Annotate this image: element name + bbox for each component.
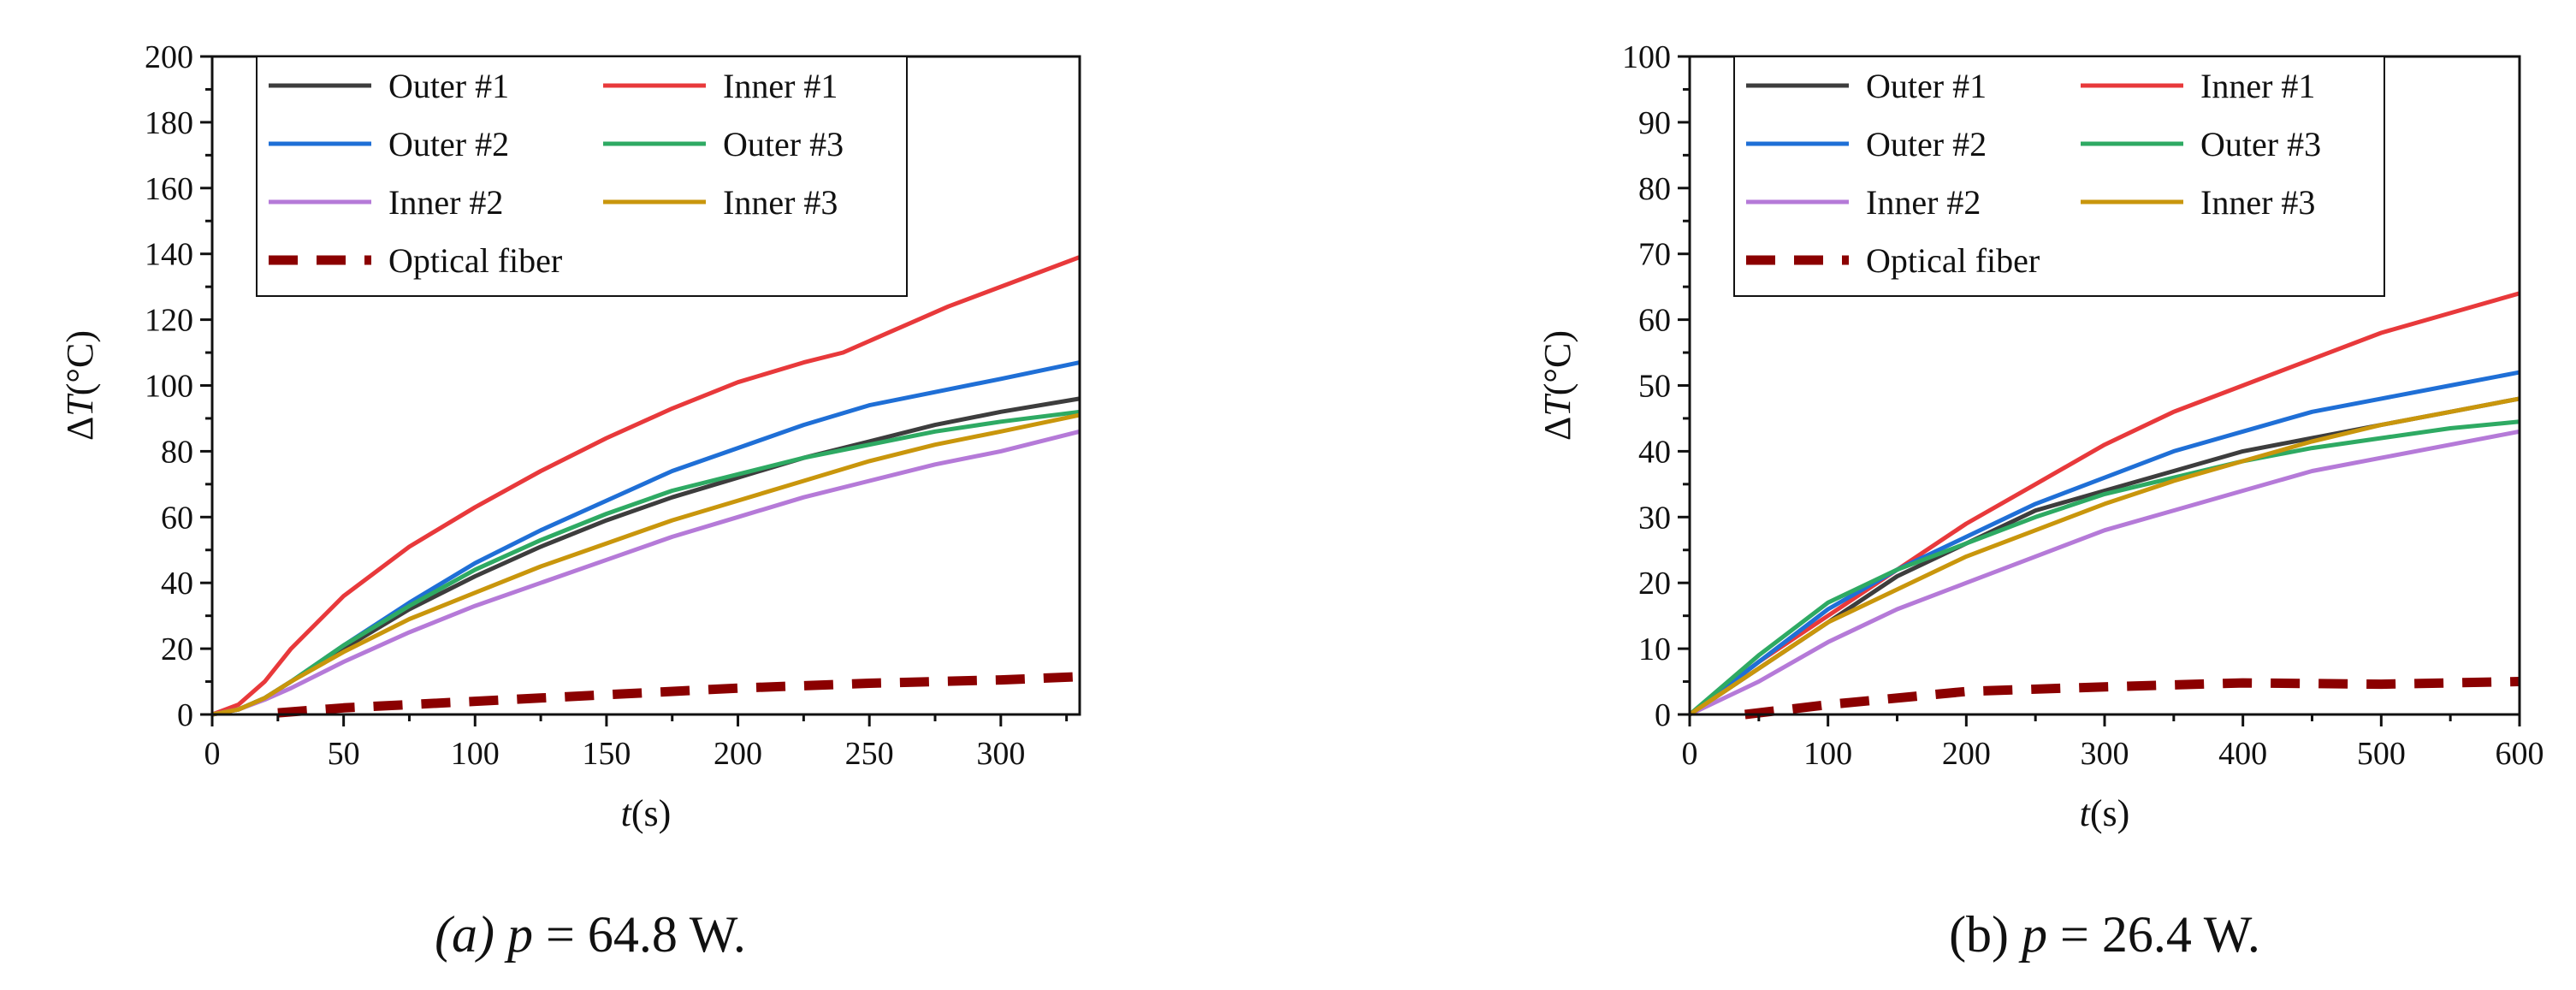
series-line-optical-fiber	[277, 672, 1081, 718]
series-group	[211, 255, 1081, 718]
x-tick-label: 0	[204, 736, 221, 772]
y-tick-label: 180	[145, 105, 193, 141]
y-axis-title-delta: Δ	[59, 417, 101, 441]
legend-box	[1733, 56, 2385, 297]
caption-variable: p	[2018, 906, 2047, 963]
chart-panel-b: 0 10 20 30 40 50 60 70 80 90 100 0 100 200 300 400 500 60…	[1537, 39, 2544, 963]
series-line-outer-1	[211, 396, 1081, 717]
caption-label: (a)	[435, 906, 507, 963]
legend-label: Outer #2	[388, 125, 509, 163]
x-axis-title-unit: (s)	[631, 792, 671, 834]
series-line-inner-2	[1688, 429, 2520, 717]
caption-equals: =	[2047, 906, 2102, 963]
caption-variable: p	[504, 906, 533, 963]
y-tick-label: 20	[1638, 566, 1671, 602]
legend: Outer #1 Outer #2 Inner #2 Optical fiber Inn…	[256, 56, 908, 297]
legend-label: Outer #2	[1866, 125, 1987, 163]
series-line-outer-2	[1688, 370, 2520, 716]
y-tick-label: 60	[1638, 303, 1671, 339]
y-tick-label: 70	[1638, 237, 1671, 273]
x-axis-title: t(s)	[621, 792, 672, 834]
y-axis-title-unit: (°C)	[1537, 330, 1578, 395]
caption-value: 26.4 W.	[2102, 906, 2260, 963]
x-tick-label: 100	[451, 736, 500, 772]
x-axis-title: t(s)	[2080, 792, 2130, 834]
x-axis-title-variable: t	[2080, 792, 2092, 834]
x-tick-label: 600	[2496, 736, 2544, 772]
y-tick-label: 160	[145, 171, 193, 207]
series-line-outer-3	[211, 409, 1081, 717]
x-tick-label: 250	[845, 736, 894, 772]
y-tick-label: 40	[161, 566, 193, 602]
y-tick-label: 20	[161, 631, 193, 667]
y-tick-label: 10	[1638, 631, 1671, 667]
figure-caption: (a) p = 64.8 W.	[435, 906, 746, 963]
y-axis-title: ΔT(°C)	[1537, 330, 1578, 441]
y-tick-label: 0	[177, 697, 193, 733]
y-tick-label: 200	[145, 39, 193, 75]
y-tick-label: 90	[1638, 105, 1671, 141]
x-tick-label: 500	[2357, 736, 2406, 772]
y-axis-title-delta: Δ	[1537, 417, 1578, 441]
x-tick-label: 0	[1682, 736, 1698, 772]
legend-label: Outer #3	[2200, 125, 2321, 163]
legend-label: Optical fiber	[388, 241, 562, 280]
x-tick-label: 150	[582, 736, 631, 772]
series-line-inner-3	[211, 412, 1081, 717]
legend: Outer #1 Outer #2 Inner #2 Optical fiber Inn…	[1733, 56, 2385, 297]
caption-equals: =	[533, 906, 588, 963]
y-tick-label: 60	[161, 500, 193, 536]
x-axis-title-variable: t	[621, 792, 633, 834]
y-axis-title-variable: T	[59, 393, 101, 417]
x-tick-label: 200	[1942, 736, 1991, 772]
x-tick-label: 200	[714, 736, 762, 772]
y-tick-label: 80	[161, 434, 193, 470]
y-tick-label: 30	[1638, 500, 1671, 536]
series-line-inner-2	[211, 429, 1081, 717]
x-tick-label: 400	[2218, 736, 2267, 772]
x-tick-label: 50	[328, 736, 360, 772]
y-tick-label: 140	[145, 237, 193, 273]
caption-label: (b)	[1949, 906, 2022, 963]
figure-caption: (b) p = 26.4 W.	[1949, 906, 2260, 963]
y-tick-label: 50	[1638, 369, 1671, 405]
legend-label: Inner #2	[1866, 183, 1981, 222]
series-line-inner-3	[1688, 396, 2520, 717]
x-tick-label: 300	[2081, 736, 2129, 772]
y-axis-title: ΔT(°C)	[59, 330, 101, 441]
y-tick-label: 80	[1638, 171, 1671, 207]
y-tick-label: 100	[1622, 39, 1671, 75]
series-group	[1688, 291, 2520, 720]
series-line-outer-3	[1688, 419, 2520, 716]
y-tick-label: 40	[1638, 434, 1671, 470]
caption-value: 64.8 W.	[588, 906, 746, 963]
chart-panel-a: 0 20 40 60 80 100 120 140 160 180 200 0 50 100 150 200 2…	[59, 39, 1081, 963]
legend-label: Inner #1	[2200, 67, 2315, 105]
x-tick-label: 300	[976, 736, 1025, 772]
y-axis-title-variable: T	[1537, 393, 1578, 417]
legend-label: Inner #3	[723, 183, 838, 222]
legend-label: Inner #2	[388, 183, 503, 222]
x-tick-label: 100	[1803, 736, 1852, 772]
series-line-inner-1	[1688, 291, 2520, 716]
series-line-inner-1	[211, 255, 1081, 717]
y-tick-label: 100	[145, 369, 193, 405]
x-axis-title-unit: (s)	[2090, 792, 2129, 834]
legend-label: Outer #3	[723, 125, 844, 163]
y-tick-label: 120	[145, 303, 193, 339]
legend-label: Inner #1	[723, 67, 838, 105]
legend-label: Outer #1	[388, 67, 509, 105]
legend-label: Inner #3	[2200, 183, 2315, 222]
legend-label: Outer #1	[1866, 67, 1987, 105]
y-tick-label: 0	[1655, 697, 1671, 733]
series-line-optical-fiber	[1744, 677, 2520, 720]
legend-label: Optical fiber	[1866, 241, 2040, 280]
y-axis-title-unit: (°C)	[59, 330, 101, 395]
